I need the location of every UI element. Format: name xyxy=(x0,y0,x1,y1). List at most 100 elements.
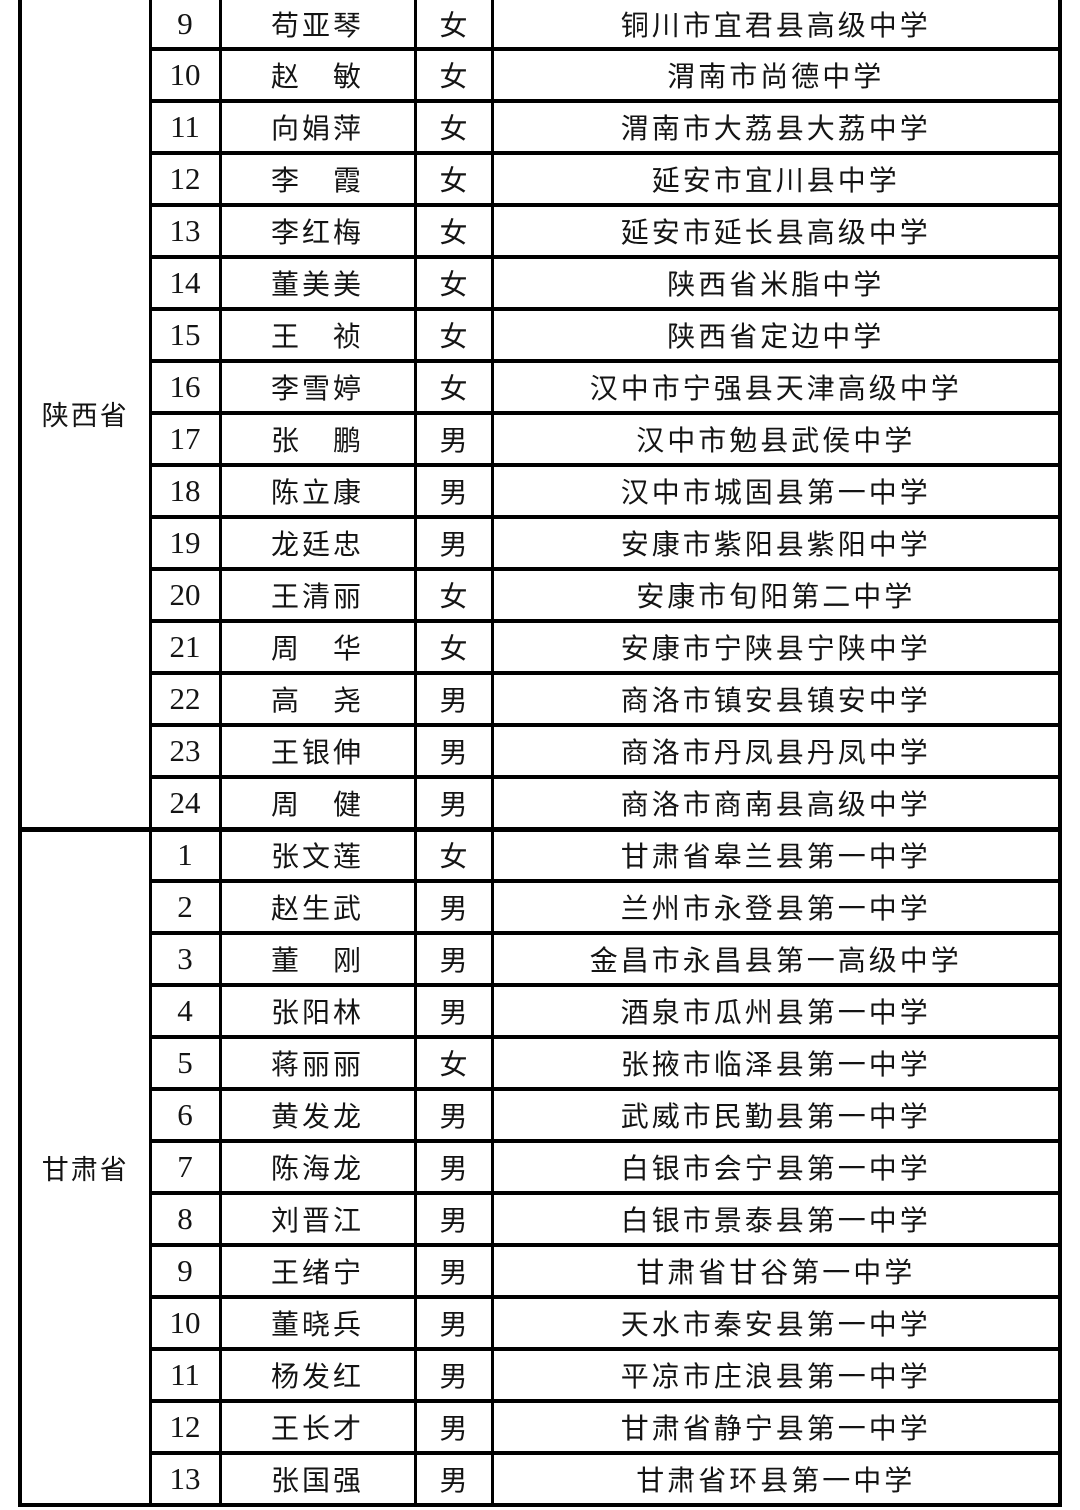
table-row: 23 王银伸男商洛市丹凤县丹凤中学 xyxy=(20,723,1062,779)
school-cell: 汉中市宁强县天津高级中学 xyxy=(490,359,1062,415)
student-name-cell: 王银伸 xyxy=(218,723,417,779)
school-cell: 白银市会宁县第一中学 xyxy=(490,1139,1062,1195)
school-cell: 陕西省定边中学 xyxy=(490,307,1062,363)
student-name-cell: 张国强 xyxy=(218,1451,417,1507)
row-number-cell: 12 xyxy=(148,1399,222,1455)
school-cell: 安康市紫阳县紫阳中学 xyxy=(490,515,1062,571)
table-row: 17 张 鹏男汉中市勉县武侯中学 xyxy=(20,411,1062,467)
student-name-cell: 赵 敏 xyxy=(218,47,417,103)
school-cell: 平凉市庄浪县第一中学 xyxy=(490,1347,1062,1403)
table-row: 7 陈海龙男白银市会宁县第一中学 xyxy=(20,1139,1062,1195)
school-cell: 铜川市宜君县高级中学 xyxy=(490,0,1062,51)
table-row: 21 周 华女安康市宁陕县宁陕中学 xyxy=(20,619,1062,675)
gender-cell: 男 xyxy=(413,515,494,571)
gender-cell: 女 xyxy=(413,1035,494,1091)
row-number-cell: 7 xyxy=(148,1139,222,1195)
gender-cell: 女 xyxy=(413,47,494,103)
school-cell: 安康市宁陕县宁陕中学 xyxy=(490,619,1062,675)
row-number-cell: 12 xyxy=(148,151,222,207)
gender-cell: 女 xyxy=(413,255,494,311)
row-number-cell: 21 xyxy=(148,619,222,675)
row-number-cell: 24 xyxy=(148,775,222,831)
student-name-cell: 王绪宁 xyxy=(218,1243,417,1299)
school-cell: 延安市宜川县中学 xyxy=(490,151,1062,207)
school-cell: 张掖市临泽县第一中学 xyxy=(490,1035,1062,1091)
table-row: 5 蒋丽丽女张掖市临泽县第一中学 xyxy=(20,1035,1062,1091)
student-roster-table: 陕西省 9 苟亚琴女铜川市宜君县高级中学 10 赵 敏女渭南市尚德中学 11 向娟萍女渭南市… xyxy=(18,0,1062,1507)
student-name-cell: 董美美 xyxy=(218,255,417,311)
gender-cell: 男 xyxy=(413,1087,494,1143)
student-name-cell: 李红梅 xyxy=(218,203,417,259)
gender-cell: 女 xyxy=(413,151,494,207)
school-cell: 渭南市大荔县大荔中学 xyxy=(490,99,1062,155)
row-number-cell: 8 xyxy=(148,1191,222,1247)
table-row: 22 高 尧男商洛市镇安县镇安中学 xyxy=(20,671,1062,727)
province-cell: 甘肃省 xyxy=(18,826,152,1507)
table-row: 13 张国强男甘肃省环县第一中学 xyxy=(20,1451,1062,1507)
row-number-cell: 3 xyxy=(148,931,222,987)
school-cell: 天水市秦安县第一中学 xyxy=(490,1295,1062,1351)
table-row: 2 赵生武男兰州市永登县第一中学 xyxy=(20,879,1062,935)
row-number-cell: 4 xyxy=(148,983,222,1039)
row-number-cell: 9 xyxy=(148,1243,222,1299)
student-name-cell: 王 祯 xyxy=(218,307,417,363)
gender-cell: 男 xyxy=(413,1295,494,1351)
table-row: 12 王长才男甘肃省静宁县第一中学 xyxy=(20,1399,1062,1455)
table-row: 10 赵 敏女渭南市尚德中学 xyxy=(20,47,1062,103)
school-cell: 延安市延长县高级中学 xyxy=(490,203,1062,259)
table-row: 12 李 霞女延安市宜川县中学 xyxy=(20,151,1062,207)
table-row: 11 杨发红男平凉市庄浪县第一中学 xyxy=(20,1347,1062,1403)
student-name-cell: 刘晋江 xyxy=(218,1191,417,1247)
student-name-cell: 杨发红 xyxy=(218,1347,417,1403)
row-number-cell: 15 xyxy=(148,307,222,363)
gender-cell: 男 xyxy=(413,1347,494,1403)
student-name-cell: 赵生武 xyxy=(218,879,417,935)
student-name-cell: 陈海龙 xyxy=(218,1139,417,1195)
school-cell: 商洛市丹凤县丹凤中学 xyxy=(490,723,1062,779)
school-cell: 甘肃省静宁县第一中学 xyxy=(490,1399,1062,1455)
province-cell: 陕西省 xyxy=(18,0,152,831)
table-row: 15 王 祯女陕西省定边中学 xyxy=(20,307,1062,363)
school-cell: 安康市旬阳第二中学 xyxy=(490,567,1062,623)
school-cell: 渭南市尚德中学 xyxy=(490,47,1062,103)
gender-cell: 女 xyxy=(413,826,494,883)
table-row: 16 李雪婷女汉中市宁强县天津高级中学 xyxy=(20,359,1062,415)
gender-cell: 女 xyxy=(413,203,494,259)
gender-cell: 男 xyxy=(413,671,494,727)
student-name-cell: 蒋丽丽 xyxy=(218,1035,417,1091)
gender-cell: 男 xyxy=(413,879,494,935)
school-cell: 白银市景泰县第一中学 xyxy=(490,1191,1062,1247)
student-name-cell: 高 尧 xyxy=(218,671,417,727)
student-name-cell: 李 霞 xyxy=(218,151,417,207)
gender-cell: 男 xyxy=(413,931,494,987)
row-number-cell: 18 xyxy=(148,463,222,519)
gender-cell: 女 xyxy=(413,99,494,155)
student-name-cell: 董晓兵 xyxy=(218,1295,417,1351)
row-number-cell: 10 xyxy=(148,1295,222,1351)
student-name-cell: 苟亚琴 xyxy=(218,0,417,51)
student-name-cell: 向娟萍 xyxy=(218,99,417,155)
student-name-cell: 王清丽 xyxy=(218,567,417,623)
gender-cell: 男 xyxy=(413,1139,494,1195)
student-table-body: 陕西省 9 苟亚琴女铜川市宜君县高级中学 10 赵 敏女渭南市尚德中学 11 向娟萍女渭南市… xyxy=(18,0,1062,1507)
row-number-cell: 13 xyxy=(148,203,222,259)
row-number-cell: 11 xyxy=(148,1347,222,1403)
student-name-cell: 周 健 xyxy=(218,775,417,831)
school-cell: 汉中市勉县武侯中学 xyxy=(490,411,1062,467)
gender-cell: 男 xyxy=(413,1451,494,1507)
row-number-cell: 11 xyxy=(148,99,222,155)
row-number-cell: 10 xyxy=(148,47,222,103)
row-number-cell: 14 xyxy=(148,255,222,311)
student-name-cell: 周 华 xyxy=(218,619,417,675)
gender-cell: 男 xyxy=(413,1399,494,1455)
school-cell: 甘肃省甘谷第一中学 xyxy=(490,1243,1062,1299)
school-cell: 汉中市城固县第一中学 xyxy=(490,463,1062,519)
gender-cell: 男 xyxy=(413,983,494,1039)
row-number-cell: 22 xyxy=(148,671,222,727)
row-number-cell: 1 xyxy=(148,826,222,883)
student-name-cell: 张阳林 xyxy=(218,983,417,1039)
school-cell: 甘肃省环县第一中学 xyxy=(490,1451,1062,1507)
student-name-cell: 李雪婷 xyxy=(218,359,417,415)
row-number-cell: 20 xyxy=(148,567,222,623)
